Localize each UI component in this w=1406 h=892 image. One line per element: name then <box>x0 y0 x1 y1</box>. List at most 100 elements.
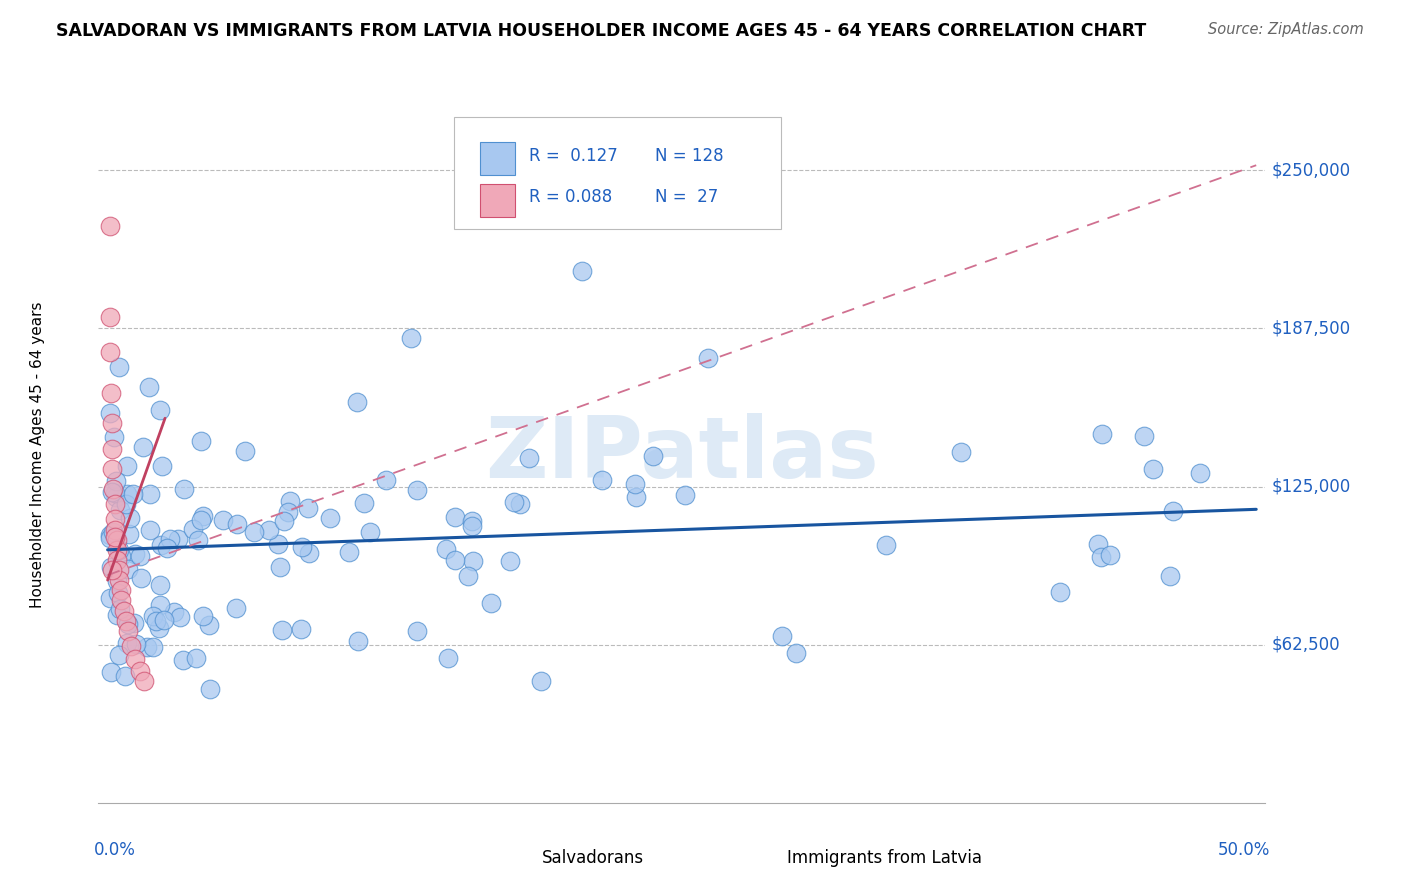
Text: 0.0%: 0.0% <box>94 841 135 859</box>
Point <box>591 473 613 487</box>
Point <box>129 571 152 585</box>
Point <box>117 616 139 631</box>
Point <box>269 559 291 574</box>
Point <box>115 459 138 474</box>
Point <box>337 545 360 559</box>
Point <box>267 536 290 550</box>
Point <box>1098 549 1121 563</box>
Point <box>319 510 342 524</box>
Point <box>509 497 531 511</box>
Point <box>108 542 131 557</box>
Point <box>105 475 128 489</box>
Point <box>150 459 173 474</box>
Point <box>374 473 396 487</box>
Bar <box>479 143 515 175</box>
Point <box>225 600 247 615</box>
Point <box>173 483 195 497</box>
Point <box>673 488 696 502</box>
Point <box>100 386 122 401</box>
Point <box>103 530 125 544</box>
Point <box>110 583 132 598</box>
Point <box>134 674 156 689</box>
Point <box>226 516 249 531</box>
Point <box>101 462 124 476</box>
Point <box>434 541 457 556</box>
Point <box>103 512 125 526</box>
Point <box>98 528 121 542</box>
Text: $187,500: $187,500 <box>1271 319 1350 337</box>
Point <box>118 527 141 541</box>
Point <box>191 608 214 623</box>
Point <box>108 573 131 587</box>
Point <box>101 485 124 500</box>
Point <box>277 505 299 519</box>
Point <box>190 434 212 449</box>
Point <box>271 623 294 637</box>
Point <box>401 331 423 345</box>
Point <box>257 523 280 537</box>
Point <box>406 483 429 497</box>
Point <box>103 482 125 496</box>
Point <box>103 430 125 444</box>
Point <box>120 511 142 525</box>
Point <box>138 380 160 394</box>
Point <box>98 531 121 545</box>
Point <box>530 674 553 689</box>
Point <box>105 574 128 588</box>
Point <box>105 533 128 547</box>
Point <box>150 538 173 552</box>
Point <box>105 553 128 567</box>
Point <box>103 523 125 537</box>
Point <box>172 652 194 666</box>
Point <box>139 487 162 501</box>
Point <box>108 360 131 375</box>
Point <box>117 487 139 501</box>
Point <box>273 515 295 529</box>
Point <box>108 563 131 577</box>
Point <box>149 598 172 612</box>
Point <box>107 585 129 599</box>
Point <box>200 681 222 696</box>
Point <box>1090 549 1112 564</box>
Point <box>108 601 131 615</box>
Text: N =  27: N = 27 <box>655 188 718 206</box>
Point <box>101 525 124 540</box>
Point <box>696 351 718 365</box>
Point <box>128 665 150 679</box>
Point <box>103 497 125 511</box>
Point <box>101 442 124 456</box>
Point <box>875 538 897 552</box>
Point <box>105 542 128 557</box>
FancyBboxPatch shape <box>454 118 782 229</box>
Bar <box>495 853 533 880</box>
Point <box>297 501 319 516</box>
Point <box>101 417 124 431</box>
Point <box>346 633 368 648</box>
Point <box>167 532 190 546</box>
Point <box>110 593 132 607</box>
Point <box>950 445 973 459</box>
Point <box>198 618 221 632</box>
Point <box>142 640 165 654</box>
Point <box>104 486 127 500</box>
Point <box>153 613 176 627</box>
Point <box>98 345 121 359</box>
Point <box>148 621 170 635</box>
Point <box>117 624 139 638</box>
Text: ZIPatlas: ZIPatlas <box>485 413 879 497</box>
Point <box>117 562 139 576</box>
Point <box>110 503 132 517</box>
Text: R = 0.088: R = 0.088 <box>529 188 612 206</box>
Point <box>184 651 207 665</box>
Point <box>98 310 121 324</box>
Point <box>101 563 124 577</box>
Text: N = 128: N = 128 <box>655 147 724 165</box>
Point <box>124 651 146 665</box>
Point <box>641 449 664 463</box>
Point <box>155 541 177 556</box>
Point <box>108 648 131 662</box>
Point <box>163 605 186 619</box>
Point <box>1049 585 1071 599</box>
Point <box>770 629 793 643</box>
Point <box>135 640 157 654</box>
